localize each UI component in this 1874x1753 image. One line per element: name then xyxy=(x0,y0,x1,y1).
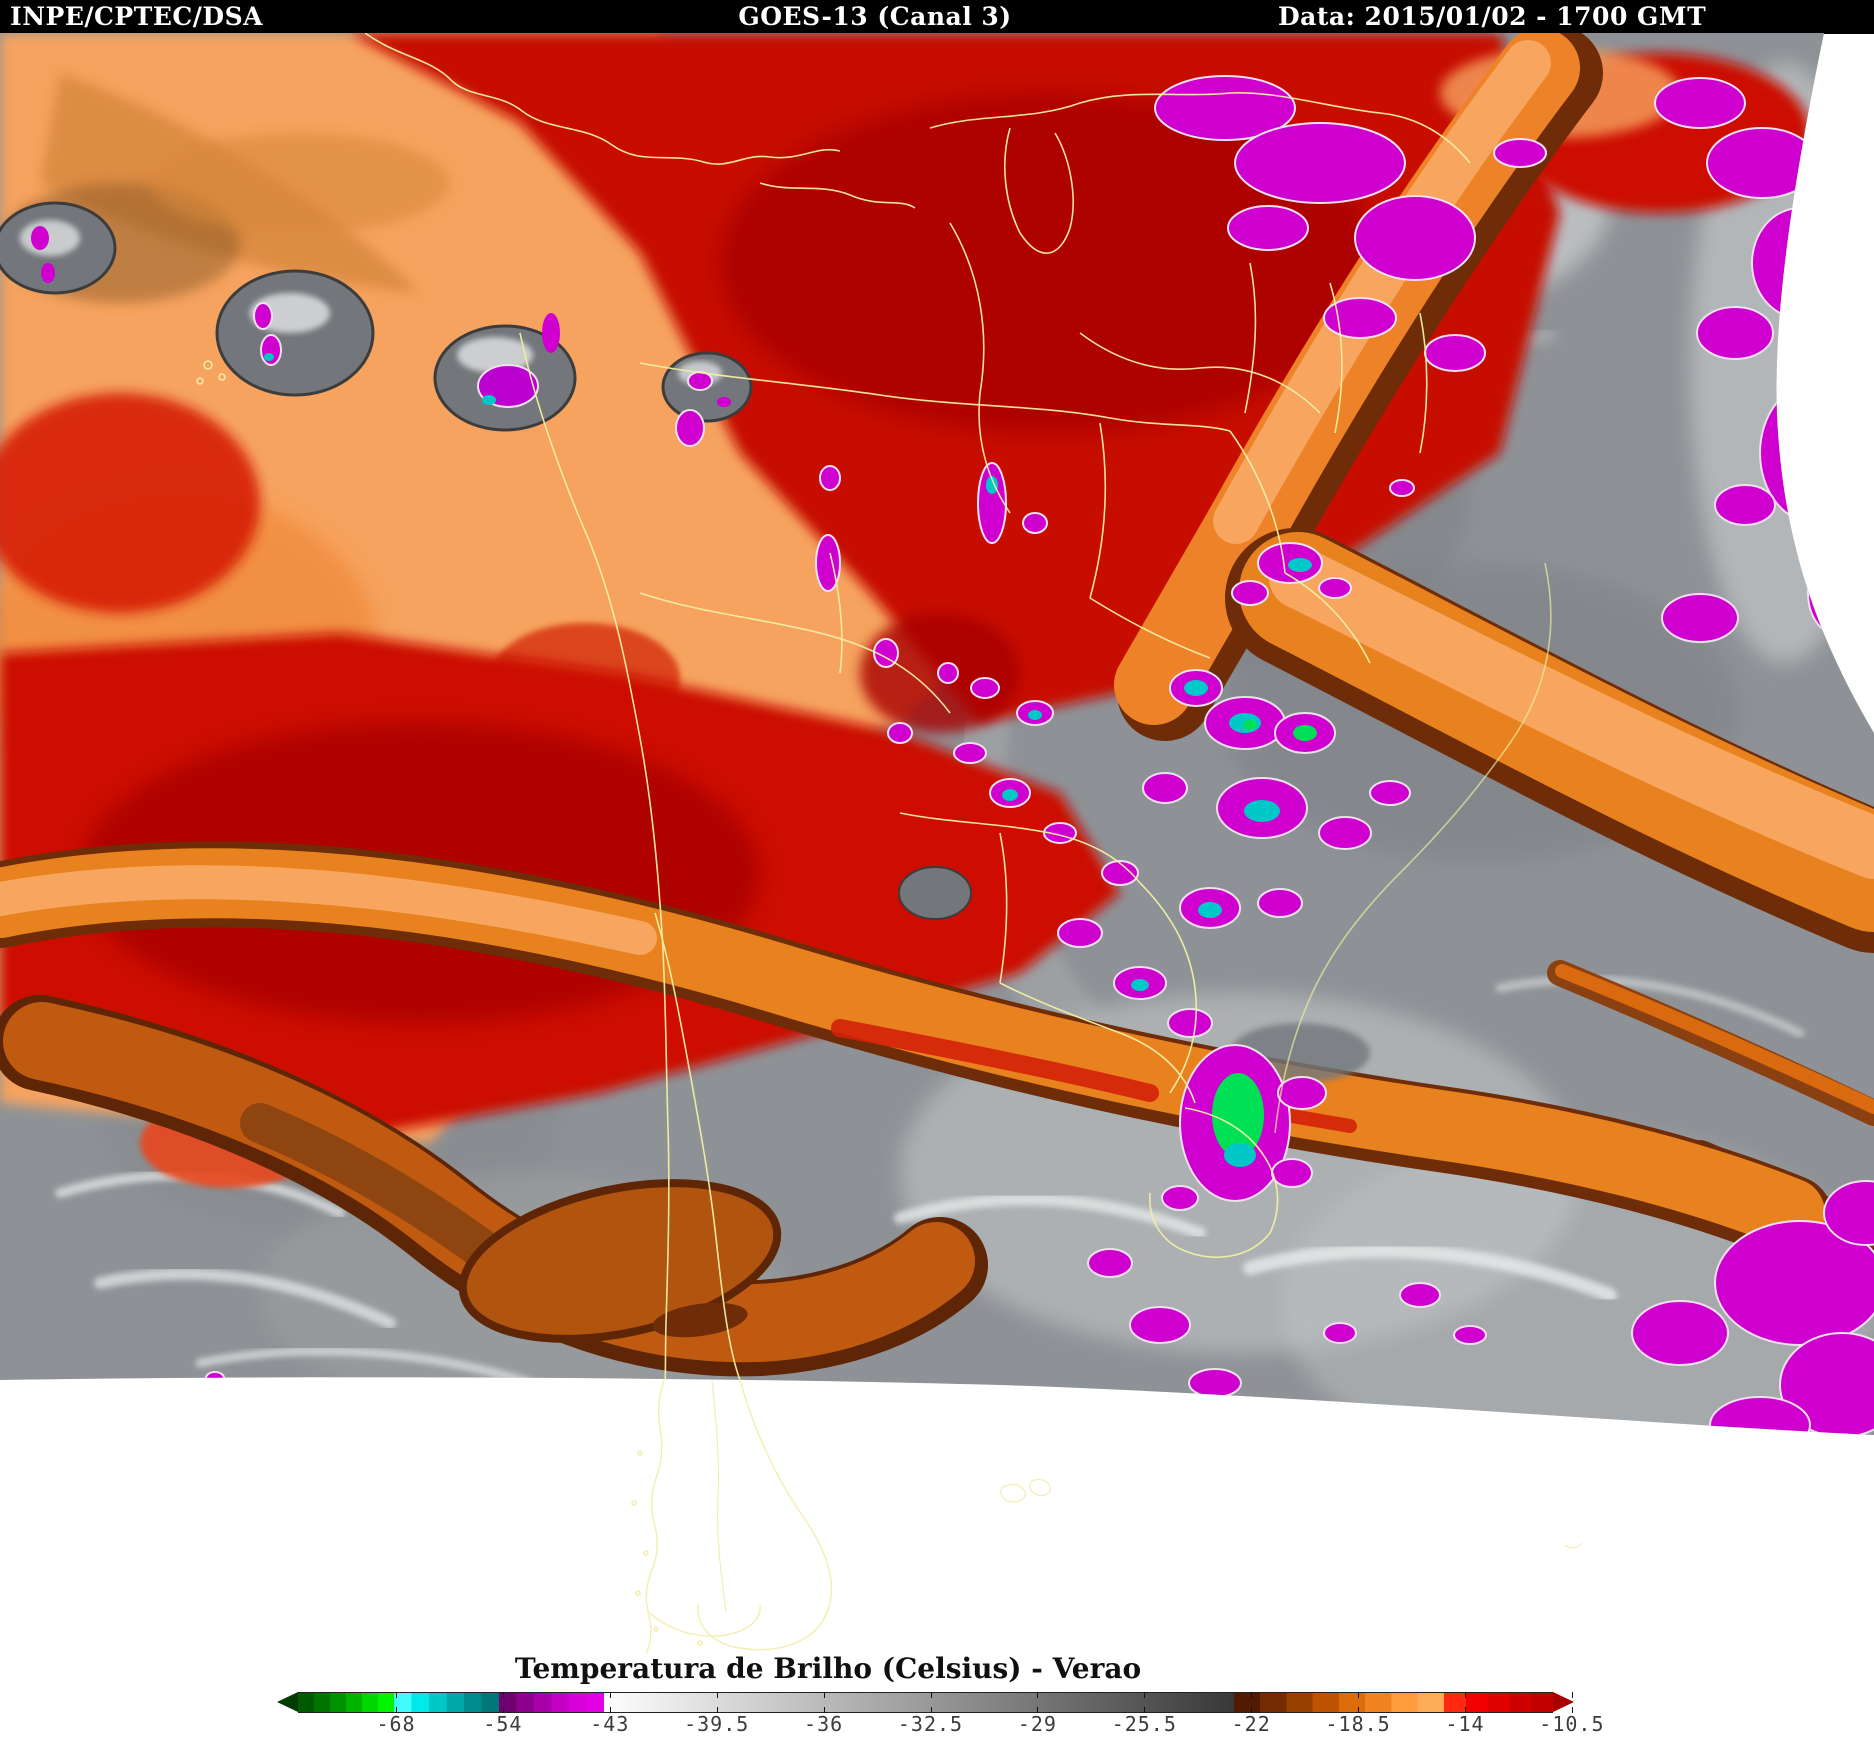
colorbar-tick-label: -14 xyxy=(1445,1712,1485,1736)
colorbar-tick xyxy=(609,1692,611,1698)
colorbar-segment-red xyxy=(1444,1693,1553,1712)
colorbar-tick-label: -36 xyxy=(804,1712,844,1736)
colorbar-tick-label: -32.5 xyxy=(897,1712,964,1736)
colorbar-tick xyxy=(1571,1692,1573,1698)
colorbar-segment-green xyxy=(298,1693,394,1712)
orange-band-ne xyxy=(1114,33,1603,741)
colorbar-tick-label: -29 xyxy=(1017,1712,1057,1736)
colorbar-segment-orange xyxy=(1234,1693,1444,1712)
colorbar-segment-magenta xyxy=(499,1693,604,1712)
colorbar-tick xyxy=(716,1692,718,1698)
colorbar-tick xyxy=(396,1707,397,1713)
colorbar-segments xyxy=(298,1692,1553,1713)
colorbar xyxy=(277,1692,1574,1713)
colorbar-tick-label: -43 xyxy=(590,1712,630,1736)
colorbar-tick xyxy=(1465,1707,1466,1713)
colorbar-tick xyxy=(502,1692,504,1698)
colorbar-tick xyxy=(502,1707,504,1713)
header-bar: INPE/CPTEC/DSA GOES-13 (Canal 3) Data: 2… xyxy=(0,0,1874,34)
colorbar-tick xyxy=(930,1692,932,1698)
storm-cells xyxy=(205,75,1874,1435)
colorbar-tick xyxy=(1358,1707,1360,1713)
colorbar-tick-label: -25.5 xyxy=(1111,1712,1177,1736)
colorbar-tick-label: -39.5 xyxy=(684,1712,750,1736)
very-dry-red-region xyxy=(0,33,1810,1188)
satellite-channel-label: GOES-13 (Canal 3) xyxy=(738,2,1012,31)
colorbar-tick xyxy=(1571,1707,1573,1713)
colorbar-tick xyxy=(1144,1707,1146,1713)
colorbar-tick xyxy=(609,1707,611,1713)
coldest-cores xyxy=(986,457,1823,1167)
agency-label: INPE/CPTEC/DSA xyxy=(10,2,264,31)
colorbar-tick xyxy=(1144,1692,1146,1698)
orange-comma-blob xyxy=(458,1179,782,1343)
colorbar-right-arrow xyxy=(1553,1692,1574,1712)
colorbar-tick xyxy=(1251,1692,1253,1698)
datetime-label: Data: 2015/01/02 - 1700 GMT xyxy=(1278,2,1707,31)
patagonia-outlines xyxy=(631,1379,1583,1653)
country-borders xyxy=(196,33,1552,1384)
colorbar-tick-label: -54 xyxy=(483,1712,523,1736)
colorbar-tick-label: -22 xyxy=(1231,1712,1271,1736)
colorbar-segment-cyan xyxy=(394,1693,499,1712)
colorbar-tick xyxy=(1358,1692,1360,1698)
colorbar-tick-label: -68 xyxy=(376,1712,416,1736)
colorbar-tick xyxy=(1465,1692,1466,1698)
satellite-map xyxy=(0,33,1874,1653)
colorbar-tick xyxy=(1251,1707,1253,1713)
scan-area xyxy=(0,33,1874,1435)
colorbar-segment-gray xyxy=(604,1693,1234,1712)
colorbar-tick xyxy=(930,1707,932,1713)
colorbar-tick xyxy=(716,1707,718,1713)
colorbar-tick-label: -10.5 xyxy=(1539,1712,1605,1736)
colorbar-tick xyxy=(823,1707,825,1713)
colorbar-title: Temperatura de Brilho (Celsius) - Verao xyxy=(514,1652,1142,1685)
colorbar-tick-label: -18.5 xyxy=(1325,1712,1391,1736)
colorbar-left-arrow xyxy=(277,1692,298,1712)
colorbar-tick xyxy=(396,1692,397,1698)
colorbar-tick xyxy=(1037,1707,1039,1713)
colorbar-tick xyxy=(823,1692,825,1698)
colorbar-tick xyxy=(1037,1692,1039,1698)
small-brown-blob xyxy=(652,1302,748,1338)
colorbar-tick-labels: -68 -54 -43 -39.5 -36 -32.5 -29 -25.5 -22 -18.5 -1… xyxy=(277,1712,1603,1742)
